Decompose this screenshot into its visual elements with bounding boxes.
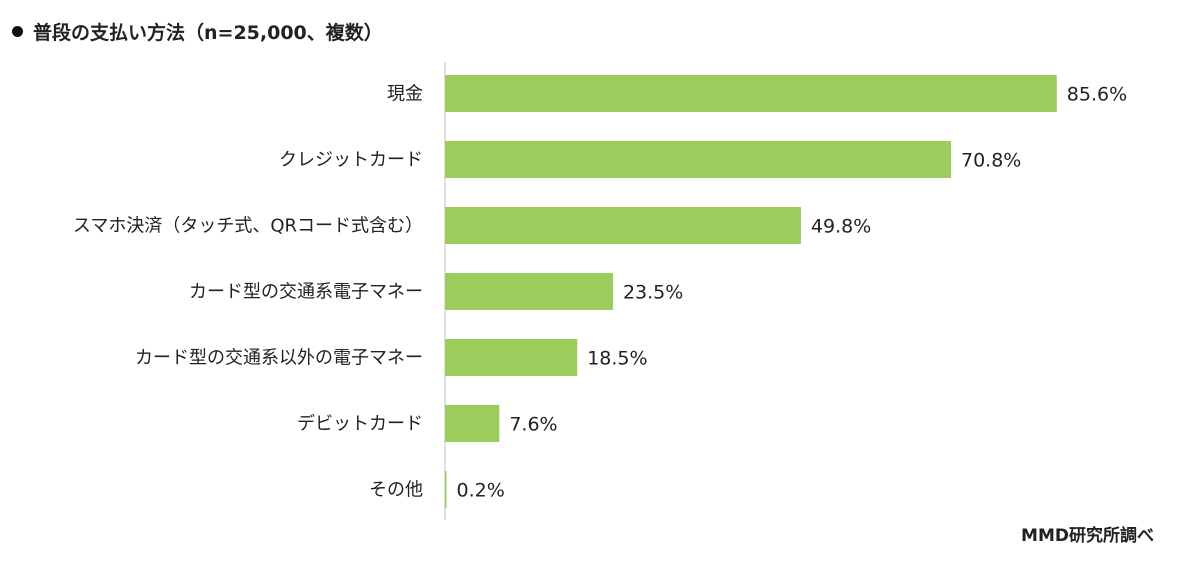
bar-5 xyxy=(445,405,500,442)
value-label-4: 18.5% xyxy=(587,348,647,370)
category-label-6: その他 xyxy=(369,480,423,501)
category-label-1: クレジットカード xyxy=(279,150,423,171)
value-label-6: 0.2% xyxy=(457,480,505,502)
category-label-3: カード型の交通系電子マネー xyxy=(189,282,423,303)
value-label-3: 23.5% xyxy=(623,282,683,304)
category-label-4: カード型の交通系以外の電子マネー xyxy=(135,348,423,369)
bar-6 xyxy=(445,471,447,508)
category-label-2: スマホ決済（タッチ式、QRコード式含む） xyxy=(73,216,423,237)
value-label-2: 49.8% xyxy=(811,216,871,238)
value-label-1: 70.8% xyxy=(961,150,1021,172)
bar-1 xyxy=(445,141,952,178)
bullet-icon xyxy=(12,26,23,37)
bar-0 xyxy=(445,75,1057,112)
bar-4 xyxy=(445,339,578,376)
category-label-0: 現金 xyxy=(387,84,423,105)
bar-3 xyxy=(445,273,613,310)
value-label-0: 85.6% xyxy=(1067,84,1127,106)
source-credit: MMD研究所調べ xyxy=(1021,526,1154,546)
chart-title: 普段の支払い方法（n=25,000、複数） xyxy=(12,18,383,45)
value-label-5: 7.6% xyxy=(509,414,557,436)
category-label-5: デビットカード xyxy=(297,414,423,435)
bar-2 xyxy=(445,207,801,244)
chart-title-text: 普段の支払い方法（n=25,000、複数） xyxy=(33,22,383,44)
